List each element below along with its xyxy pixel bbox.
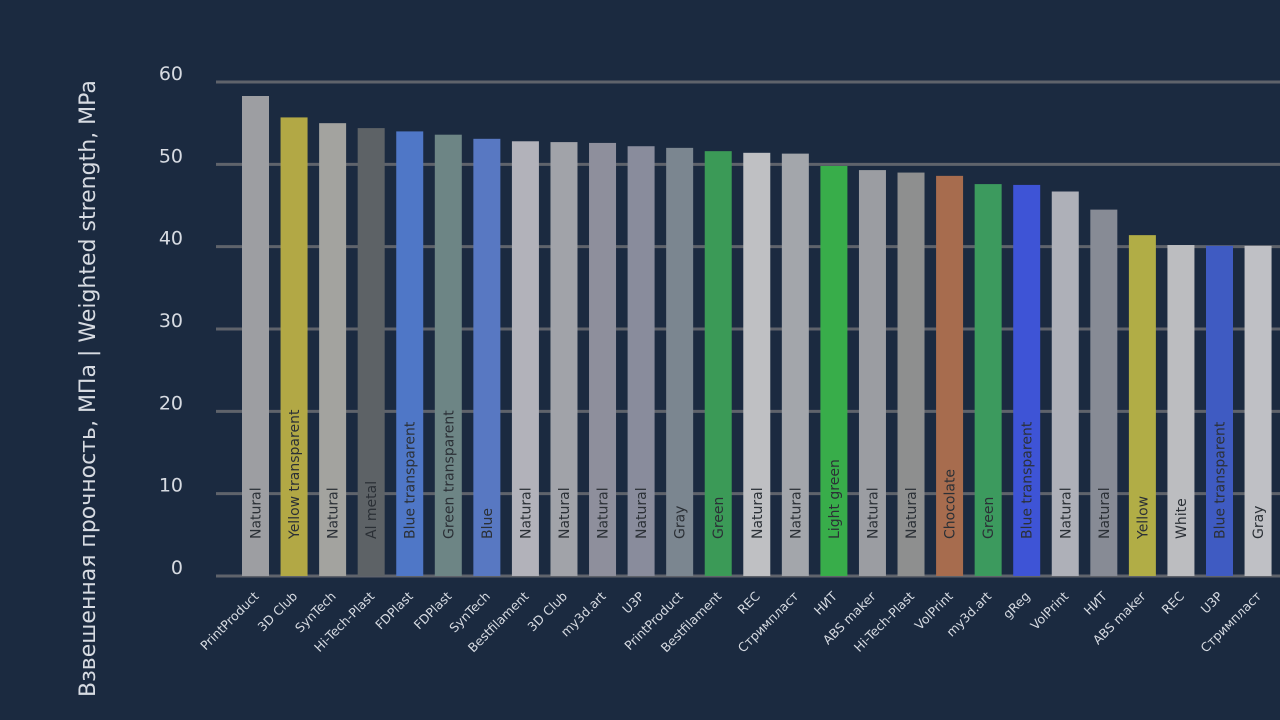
bar-labels: Natural Yellow transparent Natural Al metal… <box>249 409 1268 540</box>
bar-label: Natural <box>1058 487 1074 539</box>
bar-label: Gray <box>1251 506 1267 539</box>
y-tick-label: 20 <box>159 392 183 414</box>
bar <box>1051 191 1079 576</box>
y-axis-label: Взвешенная прочность, МПа | Weighted str… <box>76 80 101 697</box>
x-tick-label: gReg <box>1000 589 1033 622</box>
bar-label: Blue <box>480 508 496 539</box>
bar-label: Al metal <box>364 481 380 539</box>
y-tick-label: 50 <box>159 145 183 167</box>
bar-label: Natural <box>249 487 265 539</box>
bar-label: Yellow transparent <box>287 409 303 540</box>
x-tick-label: PrintProduct <box>197 588 262 653</box>
bar-label: Natural <box>750 487 766 539</box>
bar <box>743 152 771 576</box>
bar <box>1167 245 1195 576</box>
x-tick-label: FDPlast <box>372 588 416 632</box>
bar-label: White <box>1174 498 1190 539</box>
bar-label: Blue transparent <box>1020 421 1036 539</box>
bar <box>511 141 539 576</box>
bar <box>820 165 848 577</box>
bar-label: Light green <box>827 459 843 539</box>
bar-label: Natural <box>1097 487 1113 539</box>
bar <box>242 95 269 576</box>
y-tick-label: 10 <box>159 475 183 497</box>
bar <box>781 153 809 576</box>
x-tick-label: U3P <box>1198 588 1226 616</box>
bar <box>627 146 655 576</box>
x-tick-label: НИТ <box>1081 588 1111 618</box>
bar <box>357 128 385 576</box>
bar <box>974 184 1002 577</box>
bar-label: Natural <box>596 487 612 539</box>
bar <box>396 131 424 576</box>
x-tick-label: VolPrint <box>1027 588 1071 632</box>
bars <box>242 95 1272 577</box>
bar <box>1013 184 1041 576</box>
bar-label: Green <box>711 497 727 539</box>
bar <box>704 151 732 576</box>
y-tick-label: 60 <box>159 63 183 85</box>
bar-label: Blue transparent <box>403 421 419 539</box>
bar-label: Green <box>981 497 997 539</box>
bar-label: Natural <box>634 487 650 539</box>
bar <box>319 123 347 577</box>
y-tick-label: 40 <box>159 228 183 250</box>
bar <box>936 175 964 577</box>
y-tick-label: 30 <box>159 310 183 332</box>
bar-label: Natural <box>904 487 920 539</box>
bar <box>280 117 308 577</box>
bar-label: Yellow <box>1135 496 1151 540</box>
bar <box>550 142 578 576</box>
bar-label: Natural <box>326 487 342 539</box>
bar-label: Natural <box>865 487 881 539</box>
bar <box>1206 245 1233 577</box>
bar <box>473 138 501 576</box>
bar <box>589 142 617 576</box>
bar <box>1090 209 1118 576</box>
bar-label: Gray <box>673 506 689 539</box>
x-tick-label: REC <box>734 588 763 617</box>
y-tick-label: 0 <box>171 557 183 579</box>
bar-label: Natural <box>788 487 804 539</box>
bar <box>858 170 886 576</box>
bar <box>897 172 925 577</box>
bar <box>1128 235 1156 576</box>
bar-label: Blue transparent <box>1213 421 1229 539</box>
y-axis-ticks: 0 10 20 30 40 50 60 <box>159 63 183 579</box>
x-tick-label: НИТ <box>811 588 841 618</box>
bar-label: Natural <box>518 487 534 539</box>
x-tick-label: REC <box>1159 588 1188 617</box>
bar <box>1244 245 1272 577</box>
bar <box>434 134 462 576</box>
bar <box>666 147 694 576</box>
bar-label: Chocolate <box>943 469 959 539</box>
x-tick-label: U3P <box>619 588 647 616</box>
bar-label: Green transparent <box>441 410 457 539</box>
bar-label: Natural <box>557 487 573 539</box>
